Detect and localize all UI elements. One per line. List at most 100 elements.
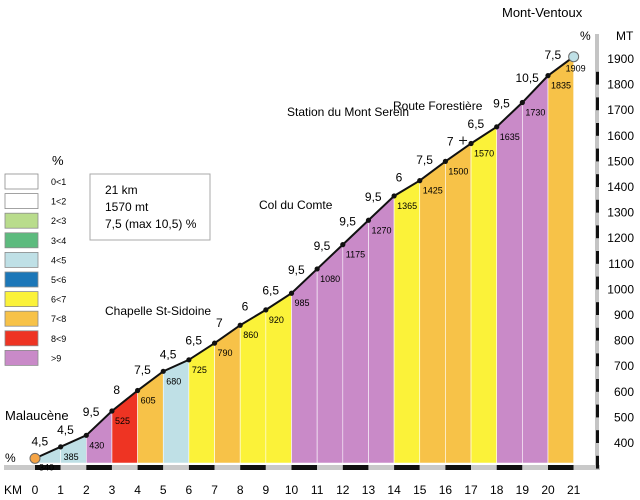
elevation-label: 1500: [448, 166, 468, 176]
gradient-label: 4,5: [160, 348, 177, 362]
elevation-label: 1270: [371, 225, 391, 235]
y-tick-label: 800: [614, 334, 634, 348]
legend-swatch: [4, 271, 39, 288]
profile-point: [417, 178, 423, 184]
gradient-label: 9,5: [339, 214, 356, 228]
y-axis-band: [596, 379, 599, 392]
y-tick-label: 1000: [607, 282, 634, 296]
gradient-label: 9,5: [493, 97, 510, 111]
x-axis-segment: [368, 465, 395, 470]
x-axis-segment: [317, 465, 343, 470]
elevation-label: 605: [141, 396, 156, 406]
x-tick-label: 15: [413, 483, 427, 497]
info-gradient: 7,5 (max 10,5) %: [105, 217, 197, 231]
x-tick-label: 18: [490, 483, 504, 497]
y-tick-label: 700: [614, 359, 634, 373]
gradient-label: 7,5: [544, 48, 561, 62]
y-tick-label: 1800: [607, 78, 634, 92]
x-tick-label: 6: [186, 483, 193, 497]
y-axis-band: [596, 225, 599, 239]
elevation-label: 1175: [346, 250, 365, 260]
x-axis-segment: [394, 465, 420, 470]
y-tick-label: 1700: [607, 103, 634, 117]
legend-label: 8<9: [51, 334, 66, 344]
summit-marker: [568, 51, 580, 63]
legend-swatch: [4, 232, 39, 249]
legend-swatch: [4, 330, 39, 347]
profile-segment: [470, 126, 498, 464]
place-route-forestiere: Route Forestière: [393, 99, 483, 113]
x-tick-label: 1: [57, 483, 64, 497]
elevation-label: 430: [89, 440, 104, 450]
legend-label: 7<8: [51, 314, 66, 324]
profile-point: [211, 340, 218, 346]
profile-point: [109, 408, 115, 414]
x-tick-label: 13: [362, 483, 376, 497]
gradient-label: 7: [216, 316, 223, 330]
y-axis-band: [596, 251, 599, 264]
legend-title: %: [52, 153, 64, 168]
gradient-label: 4,5: [31, 435, 48, 449]
gradient-label: 6: [396, 170, 403, 184]
profile-segment: [419, 160, 446, 464]
place-chapelle-st-sidoine: Chapelle St-Sidoine: [105, 304, 211, 318]
profile-point: [340, 242, 346, 248]
x-tick-label: 11: [311, 483, 324, 497]
x-tick-label: 10: [285, 483, 299, 497]
y-axis-band: [596, 123, 599, 136]
x-tick-label: 19: [516, 483, 530, 497]
legend-swatch: [4, 349, 39, 366]
x-axis-segment: [445, 465, 472, 470]
elevation-label: 680: [166, 376, 181, 386]
y-tick-label: 1500: [607, 154, 634, 168]
place-station-du-mont-serein: Station du Mont Serein: [287, 105, 409, 119]
y-tick-label: 1200: [607, 231, 634, 245]
info-climb: 1570 mt: [105, 200, 149, 214]
profile-segment: [445, 142, 472, 464]
x-axis-segment: [265, 465, 292, 470]
elevation-label: 1635: [500, 132, 520, 142]
profile-point: [494, 124, 500, 130]
start-marker: [29, 452, 41, 464]
y-axis-band: [596, 455, 599, 469]
y-axis-band: [596, 148, 599, 162]
y-axis-band: [596, 71, 599, 85]
percent-label-top: %: [580, 29, 591, 43]
profile-point: [186, 357, 192, 363]
x-axis-segment: [35, 465, 61, 470]
x-axis-segment: [342, 465, 369, 470]
x-axis-segment: [522, 465, 548, 470]
elevation-label: 385: [64, 452, 79, 462]
gradient-label: 6,5: [468, 117, 485, 131]
legend-label: 5<6: [51, 275, 66, 285]
profile-segment: [547, 56, 574, 464]
x-axis-segment: [137, 465, 164, 470]
x-axis-segment: [419, 465, 446, 470]
y-tick-label: 1600: [607, 129, 634, 143]
profile-segment: [496, 101, 523, 464]
legend-label: 6<7: [51, 295, 66, 305]
profile-point: [288, 290, 295, 296]
x-axis-segment: [471, 465, 497, 470]
elevation-label: 1909: [566, 64, 586, 74]
gradient-label: 9,5: [288, 263, 305, 277]
gradient-label: 9,5: [365, 190, 382, 204]
profile-line: [34, 55, 575, 460]
y-tick-label: 400: [614, 436, 634, 450]
elevation-label: 340: [39, 462, 54, 472]
legend-swatch: [4, 291, 39, 308]
x-tick-label: 2: [83, 483, 90, 497]
x-axis-segment: [111, 465, 138, 470]
legend-label: 2<3: [51, 216, 66, 226]
gradient-label: 4,5: [57, 423, 74, 437]
y-tick-label: 1300: [607, 206, 634, 220]
legend-swatch: [4, 212, 39, 229]
elevation-label: 1570: [474, 148, 494, 158]
x-tick-label: 5: [160, 483, 167, 497]
x-tick-label: 20: [541, 483, 555, 497]
gradient-label: 6,5: [185, 333, 202, 347]
x-axis-segment: [240, 465, 266, 470]
x-axis-segment: [548, 465, 574, 470]
legend-swatch: [4, 193, 39, 210]
x-tick-label: 16: [439, 483, 453, 497]
